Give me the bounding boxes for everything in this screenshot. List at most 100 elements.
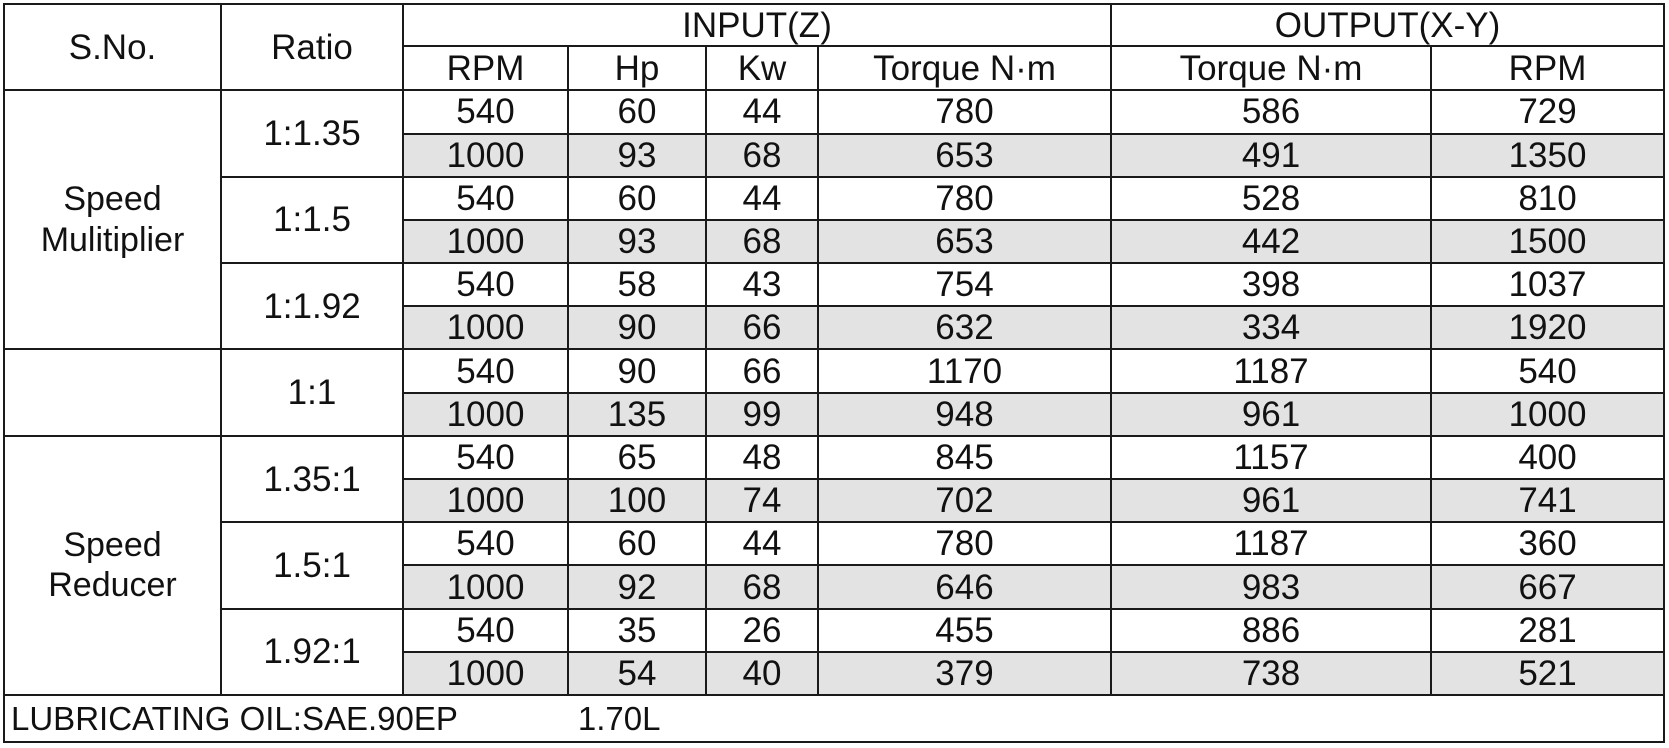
cell-output-rpm: 1350 [1430,132,1666,178]
cell-input-rpm: 1000 [402,564,569,610]
group-label-line1: Speed [63,180,162,219]
cell-input-torque: 632 [816,305,1113,351]
header-output-group: OUTPUT(X-Y) [1110,2,1666,48]
cell-input-torque: 948 [816,391,1113,437]
header-output-rpm: RPM [1430,45,1666,92]
header-output-torque: Torque N·m [1110,45,1433,92]
cell-output-rpm: 540 [1430,348,1666,394]
cell-input-hp: 65 [567,434,707,481]
cell-input-rpm: 1000 [402,132,569,178]
cell-input-rpm: 540 [402,607,569,653]
header-input-group: INPUT(Z) [401,2,1113,48]
cell-output-rpm: 810 [1430,175,1666,221]
cell-output-rpm: 281 [1430,607,1666,653]
cell-output-torque: 398 [1110,262,1433,308]
cell-input-hp: 54 [567,650,707,697]
cell-input-rpm: 1000 [402,305,569,351]
header-input-rpm: RPM [402,45,569,92]
ratio-cell: 1.92:1 [220,607,404,697]
cell-output-rpm: 1037 [1430,262,1666,308]
cell-input-rpm: 1000 [402,218,569,265]
cell-output-torque: 886 [1110,607,1433,653]
table-row: 1000 93 68 653 442 1500 [4,218,1666,265]
cell-input-hp: 92 [567,564,707,610]
cell-input-hp: 93 [567,132,707,178]
group-label-line2: Mulitiplier [40,220,185,259]
table-row: 1000 100 74 702 961 741 [4,478,1666,524]
cell-input-torque: 702 [816,478,1113,524]
cell-input-torque: 1170 [816,348,1113,394]
footer-row: LUBRICATING OIL:SAE.90EP 1.70L [2,694,1666,743]
cell-input-torque: 455 [816,607,1113,653]
header-input-hp: Hp [567,45,707,92]
group-label-line2: Reducer [48,566,177,605]
header-input-kw: Kw [705,45,819,92]
cell-input-rpm: 540 [402,262,569,308]
cell-input-kw: 44 [705,521,819,567]
cell-output-torque: 1157 [1110,434,1433,481]
cell-input-rpm: 540 [402,89,569,135]
cell-input-hp: 60 [567,521,707,567]
ratio-cell: 1.5:1 [220,521,404,610]
cell-input-kw: 66 [705,305,819,351]
ratio-cell: 1.35:1 [220,434,404,524]
table-row: 1000 92 68 646 983 667 [4,564,1666,610]
cell-output-torque: 491 [1110,132,1433,178]
table-row: 1:1 540 90 66 1170 1187 540 [3,348,1666,437]
group-label-line1: Speed [63,525,162,564]
cell-input-kw: 40 [705,650,819,697]
group-label: Speed Reducer [3,434,222,697]
cell-input-kw: 26 [705,607,819,653]
cell-output-torque: 528 [1110,175,1433,221]
cell-input-kw: 68 [705,564,819,610]
table-row: Speed Reducer 1.35:1 540 65 48 845 1157 400 [3,434,1666,697]
cell-output-rpm: 667 [1430,564,1666,610]
cell-input-hp: 135 [567,391,707,437]
cell-output-torque: 961 [1110,478,1433,524]
cell-output-rpm: 400 [1430,434,1666,481]
cell-output-torque: 738 [1110,650,1433,697]
cell-output-torque: 334 [1110,305,1433,351]
cell-input-rpm: 1000 [402,650,569,697]
cell-input-kw: 43 [705,262,819,308]
cell-input-rpm: 540 [402,175,569,221]
header-sno: S.No. [3,2,222,92]
cell-input-rpm: 540 [402,521,569,567]
cell-output-rpm: 1000 [1430,391,1666,437]
header-row-2: RPM Hp Kw Torque N·m Torque N·m RPM [4,45,1666,92]
ratio-cell: 1:1.92 [220,262,404,351]
group-label [3,348,222,437]
cell-input-torque: 780 [816,89,1113,135]
cell-input-rpm: 1000 [402,391,569,437]
cell-input-hp: 100 [567,478,707,524]
table-row: 1.92:1 540 35 26 455 886 281 [4,607,1666,697]
cell-input-torque: 653 [816,132,1113,178]
cell-output-rpm: 360 [1430,521,1666,567]
cell-input-hp: 60 [567,175,707,221]
cell-input-torque: 754 [816,262,1113,308]
group-label: Speed Mulitiplier [3,89,222,351]
cell-input-rpm: 1000 [402,478,569,524]
cell-output-rpm: 521 [1430,650,1666,697]
cell-output-rpm: 729 [1430,89,1666,135]
cell-output-torque: 1187 [1110,521,1433,567]
table-row: 1000 90 66 632 334 1920 [4,305,1666,351]
lubricating-oil-note: LUBRICATING OIL:SAE.90EP 1.70L [2,694,1666,743]
cell-output-rpm: 741 [1430,478,1666,524]
cell-input-rpm: 540 [402,434,569,481]
table-row: 1.5:1 540 60 44 780 1187 360 [4,521,1666,610]
cell-input-torque: 379 [816,650,1113,697]
cell-input-hp: 60 [567,89,707,135]
oil-volume: 1.70L [577,700,661,737]
cell-output-torque: 442 [1110,218,1433,265]
cell-input-torque: 845 [816,434,1113,481]
cell-input-hp: 58 [567,262,707,308]
header-ratio: Ratio [220,2,404,92]
table-row: 1000 135 99 948 961 1000 [4,391,1666,437]
cell-input-hp: 90 [567,348,707,394]
cell-input-kw: 44 [705,175,819,221]
cell-input-hp: 93 [567,218,707,265]
cell-input-torque: 646 [816,564,1113,610]
cell-input-kw: 99 [705,391,819,437]
